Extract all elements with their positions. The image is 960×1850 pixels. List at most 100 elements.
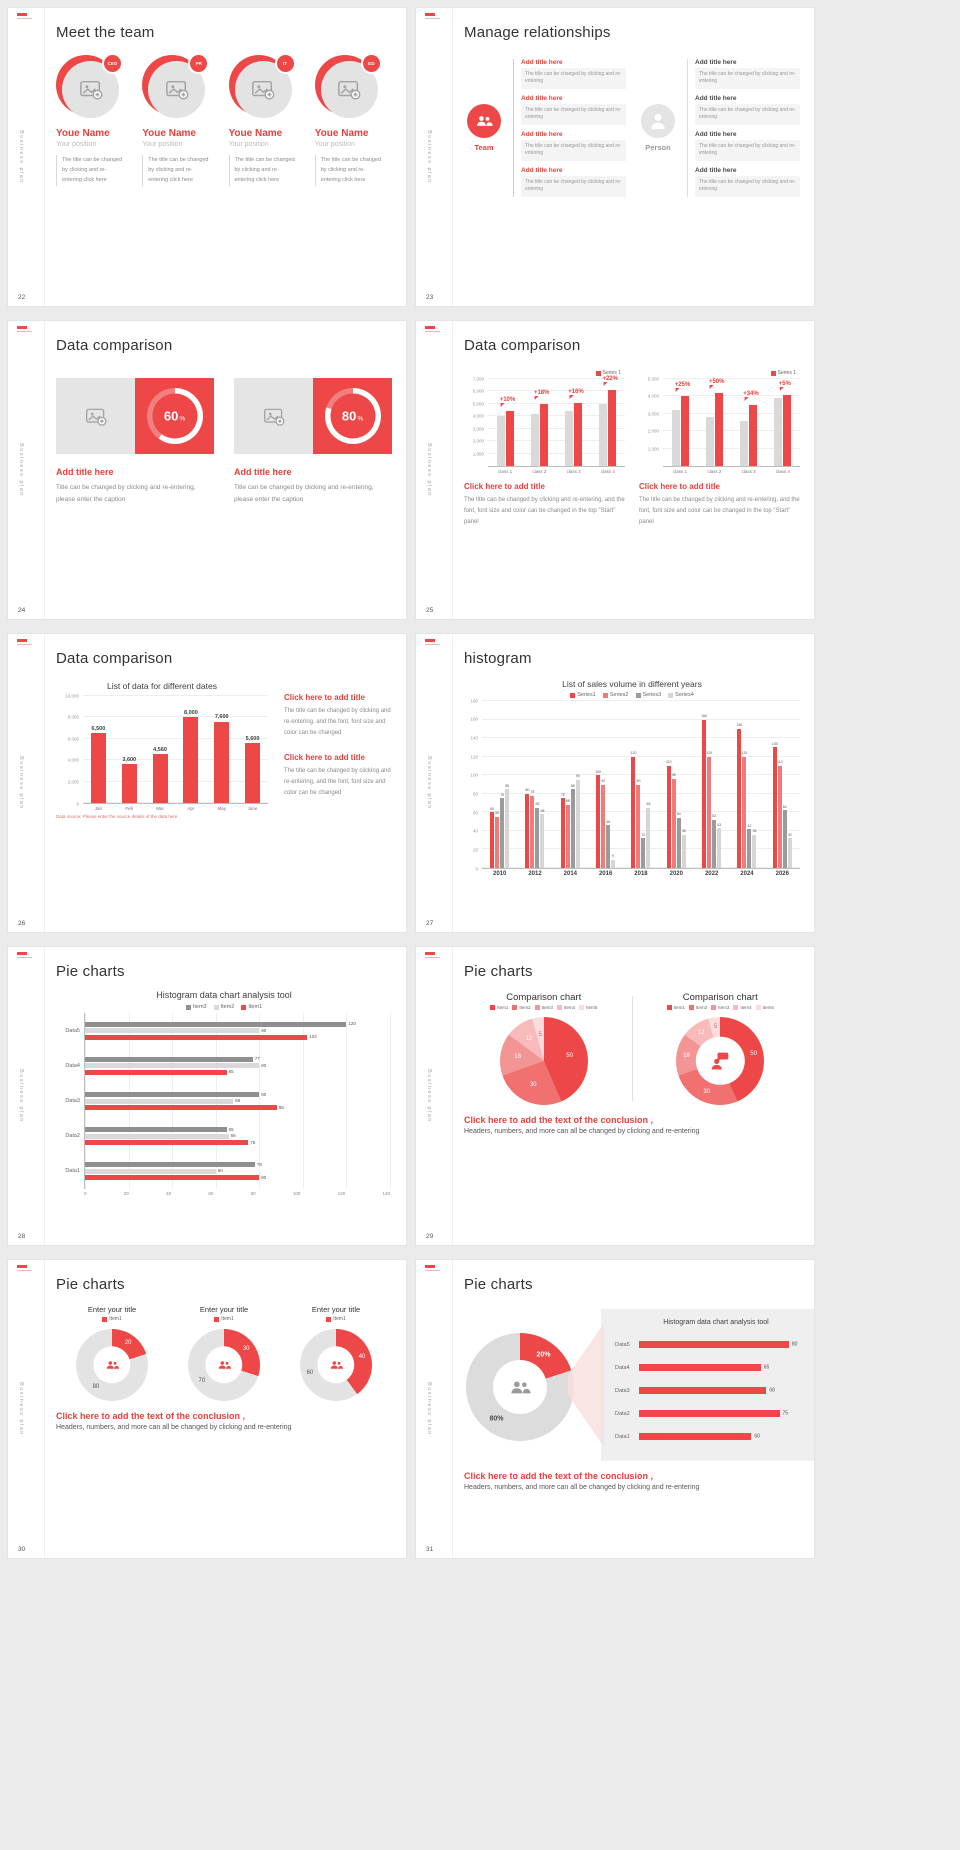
member-position: Your position [56, 141, 97, 148]
team-label: Team [474, 143, 494, 152]
sidebar-divider-line [452, 321, 453, 619]
sidebar-divider-line [452, 634, 453, 932]
team-member-card: CEO Youe Name Your position The title ca… [56, 53, 133, 186]
person-relation-items: Add title here The title can be changed … [687, 59, 800, 197]
relation-item-title: Add title here [695, 59, 737, 66]
relation-item-title: Add title here [695, 131, 737, 138]
person-head: Person [638, 59, 678, 197]
slide-title: histogram [464, 650, 532, 667]
sidebar-vertical-text: Business plan [18, 443, 24, 497]
relation-item-title: Add title here [695, 167, 737, 174]
logo-mark-icon [17, 13, 33, 19]
team-head: Team [464, 59, 504, 197]
logo-mark-icon [425, 1265, 441, 1271]
comparison-cards-row: 60% Add title here Title can be changed … [56, 378, 392, 505]
member-name: Youe Name [142, 128, 196, 139]
relation-item-title: Add title here [521, 95, 563, 102]
percent-panel: 60% [135, 378, 214, 454]
sidebar-vertical-text: Business plan [18, 1382, 24, 1436]
relation-item: Add title here The title can be changed … [695, 131, 800, 161]
conclusion-block: Click here to add the text of the conclu… [464, 1471, 800, 1491]
image-placeholder-icon [251, 78, 275, 101]
card-body: Title can be changed by clicking and re-… [234, 484, 374, 503]
slide-28-pie-charts[interactable]: Business plan 28 Pie charts Histogram da… [8, 947, 406, 1245]
page-number: 31 [426, 1546, 434, 1553]
charts-row: Series 1 1,000 2,000 3,000 4,000 5,000 6,000 7,… [464, 370, 800, 528]
card-visual: 80% [234, 378, 392, 454]
card-title: Add title here [234, 467, 292, 477]
slide-title: Pie charts [56, 963, 125, 980]
chart-block: Series 1 1,000 2,000 3,000 4,000 5,000 6,000 7,… [464, 370, 625, 528]
text-column: Click here to add title The title can be… [284, 681, 392, 819]
role-badge: IT [274, 53, 296, 74]
block-caption: Click here to add title [464, 482, 545, 491]
avatar: CEO [56, 53, 123, 119]
sidebar-vertical-text: Business plan [426, 756, 432, 810]
slide-31-pie-charts[interactable]: Business plan 31 Pie charts 20% 80% Histo… [416, 1260, 814, 1558]
role-badge: GD [360, 53, 382, 74]
slide-23-manage-relationships[interactable]: Business plan 23 Manage relationships Te… [416, 8, 814, 306]
image-placeholder-icon [79, 78, 103, 101]
logo-mark-icon [17, 326, 33, 332]
comparison-donut-chart: Comparison chart Item1 Item2 Item3 Item4 Item… [641, 992, 801, 1105]
logo-mark-icon [425, 639, 441, 645]
donut-chart: Enter your title Item1 40 60 [280, 1305, 392, 1401]
relation-item: Add title here The title can be changed … [695, 59, 800, 89]
sidebar-vertical-text: Business plan [18, 1069, 24, 1123]
block-body: The title can be changed by clicking and… [284, 768, 391, 797]
slide-24-data-comparison[interactable]: Business plan 24 Data comparison 60% Add… [8, 321, 406, 619]
logo-mark-icon [425, 952, 441, 958]
person-label: Person [645, 143, 671, 152]
donut-chart: Enter your title Item1 30 70 [168, 1305, 280, 1401]
comparison-card: 80% Add title here Title can be changed … [234, 378, 392, 505]
relation-item: Add title here The title can be changed … [695, 95, 800, 125]
slide-title: Data comparison [56, 650, 173, 667]
member-position: Your position [142, 141, 183, 148]
relation-item: Add title here The title can be changed … [521, 131, 626, 161]
logo-mark-icon [17, 952, 33, 958]
team-member-card: GD Youe Name Your position The title can… [314, 53, 392, 186]
image-placeholder-icon [263, 406, 285, 426]
slide-25-data-comparison[interactable]: Business plan 25 Data comparison Series … [416, 321, 814, 619]
donut-and-panel-row: 20% 80% Histogram data chart analysis too… [464, 1309, 814, 1461]
relation-item-body: The title can be changed by clicking and… [695, 139, 800, 161]
slide-26-data-comparison[interactable]: Business plan 26 Data comparison List of… [8, 634, 406, 932]
relation-item-body: The title can be changed by clicking and… [521, 139, 626, 161]
relation-item: Add title here The title can be changed … [521, 167, 626, 197]
analysis-bar-panel: Histogram data chart analysis tool Data5 8… [601, 1309, 814, 1461]
comparison-card: 60% Add title here Title can be changed … [56, 378, 214, 505]
conclusion-block: Click here to add the text of the conclu… [56, 1411, 392, 1431]
logo-mark-icon [17, 1265, 33, 1271]
relation-item-title: Add title here [521, 131, 563, 138]
slide-22-meet-the-team[interactable]: Business plan 22 Meet the team CEO Youe … [8, 8, 406, 306]
block-caption: Click here to add title [284, 693, 365, 702]
slide-title: Pie charts [464, 963, 533, 980]
slide-title: Pie charts [56, 1276, 125, 1293]
logo-mark-icon [425, 326, 441, 332]
text-block: Click here to add title The title can be… [284, 693, 392, 739]
slide-30-pie-charts[interactable]: Business plan 30 Pie charts Enter your t… [8, 1260, 406, 1558]
slide-title: Meet the team [56, 24, 155, 41]
page-number: 28 [18, 1233, 26, 1240]
block-body: The title can be changed by clicking and… [284, 708, 391, 737]
divider-line [631, 996, 633, 1101]
donut-charts-row: Enter your title Item1 20 80 Enter your tit… [56, 1305, 392, 1401]
chart-block: Series 1 1,000 2,000 3,000 4,000 5,000 +25% +50… [639, 370, 800, 528]
relation-item-title: Add title here [521, 167, 563, 174]
sidebar-vertical-text: Business plan [18, 130, 24, 184]
slide-title: Data comparison [56, 337, 173, 354]
member-name: Youe Name [314, 128, 369, 139]
slide-27-histogram[interactable]: Business plan 27 histogram List of sales… [416, 634, 814, 932]
member-description: The title can be changed by clicking and… [228, 155, 297, 186]
sidebar-divider-line [44, 1260, 45, 1558]
relationships-row: Team Add title here The title can be cha… [464, 59, 800, 197]
team-member-card: IT Youe Name Your position The title can… [228, 53, 306, 186]
member-description: The title can be changed by clicking and… [142, 155, 210, 186]
relation-item-body: The title can be changed by clicking and… [521, 103, 626, 125]
page-number: 26 [18, 920, 26, 927]
page-number: 22 [18, 294, 26, 301]
conclusion-body: Headers, numbers, and more can all be ch… [464, 1484, 700, 1491]
relation-item-body: The title can be changed by clicking and… [695, 103, 800, 125]
image-placeholder-icon [337, 78, 361, 101]
slide-29-pie-charts[interactable]: Business plan 29 Pie charts Comparison c… [416, 947, 814, 1245]
